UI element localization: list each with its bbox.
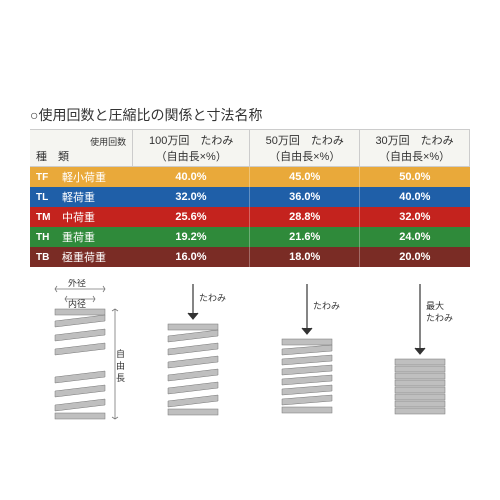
diagram-deflection-max: 最大 たわみ [370,279,470,429]
row-code: TL [30,187,58,207]
max-deflection-label-2: たわみ [426,313,453,323]
col-sub-2: （自由長×%） [366,148,463,164]
data-cell: 40.0% [133,167,250,188]
row-desc: 軽荷重 [58,187,133,207]
row-code: TM [30,207,58,227]
data-cell: 16.0% [133,247,250,267]
table-row: TB極重荷重16.0%18.0%20.0% [30,247,470,267]
deflection-label-2: たわみ [313,301,340,311]
table-row: TF軽小荷重40.0%45.0%50.0% [30,167,470,188]
table-header-row: 使用回数 種 類 100万回 たわみ （自由長×%） 50万回 たわみ （自由長… [30,130,470,167]
row-desc: 重荷重 [58,227,133,247]
row-code: TF [30,167,58,188]
col-count-0: 100万回 たわみ [139,132,243,148]
data-cell: 45.0% [250,167,360,188]
table-row: TL軽荷重32.0%36.0%40.0% [30,187,470,207]
type-header: 種 類 [36,148,126,164]
data-cell: 21.6% [250,227,360,247]
inner-dia-label: 内径 [68,298,86,309]
row-code: TH [30,227,58,247]
col-count-1: 50万回 たわみ [256,132,353,148]
row-desc: 極重荷重 [58,247,133,267]
diagram-dimensions: 外径 内径 自 由 長 [30,279,130,429]
table-row: TH重荷重19.2%21.6%24.0% [30,227,470,247]
data-cell: 19.2% [133,227,250,247]
svg-text:長: 長 [115,373,125,383]
data-cell: 50.0% [360,167,470,188]
col-sub-1: （自由長×%） [256,148,353,164]
data-cell: 20.0% [360,247,470,267]
col-header-0: 100万回 たわみ （自由長×%） [133,130,250,167]
data-cell: 24.0% [360,227,470,247]
diagram-deflection-1: たわみ [143,279,243,429]
page-title: ○使用回数と圧縮比の関係と寸法名称 [30,105,470,125]
col-sub-0: （自由長×%） [139,148,243,164]
row-desc: 中荷重 [58,207,133,227]
data-cell: 32.0% [360,207,470,227]
data-cell: 28.8% [250,207,360,227]
col-count-2: 30万回 たわみ [366,132,463,148]
compression-table: 使用回数 種 類 100万回 たわみ （自由長×%） 50万回 たわみ （自由長… [30,129,470,267]
spring-diagrams: 外径 内径 自 由 長 [30,279,470,429]
free-len-label: 自 [115,348,125,359]
data-cell: 40.0% [360,187,470,207]
row-code: TB [30,247,58,267]
svg-text:由: 由 [115,360,125,371]
use-count-header: 使用回数 [36,135,126,148]
data-cell: 32.0% [133,187,250,207]
data-cell: 18.0% [250,247,360,267]
col-header-1: 50万回 たわみ （自由長×%） [250,130,360,167]
row-desc: 軽小荷重 [58,167,133,188]
table-row: TM中荷重25.6%28.8%32.0% [30,207,470,227]
diagram-deflection-2: たわみ [257,279,357,429]
max-deflection-label-1: 最大 [426,300,444,311]
outer-dia-label: 外径 [68,279,86,288]
deflection-label-1: たわみ [199,293,226,303]
data-cell: 25.6% [133,207,250,227]
col-header-2: 30万回 たわみ （自由長×%） [360,130,470,167]
data-cell: 36.0% [250,187,360,207]
